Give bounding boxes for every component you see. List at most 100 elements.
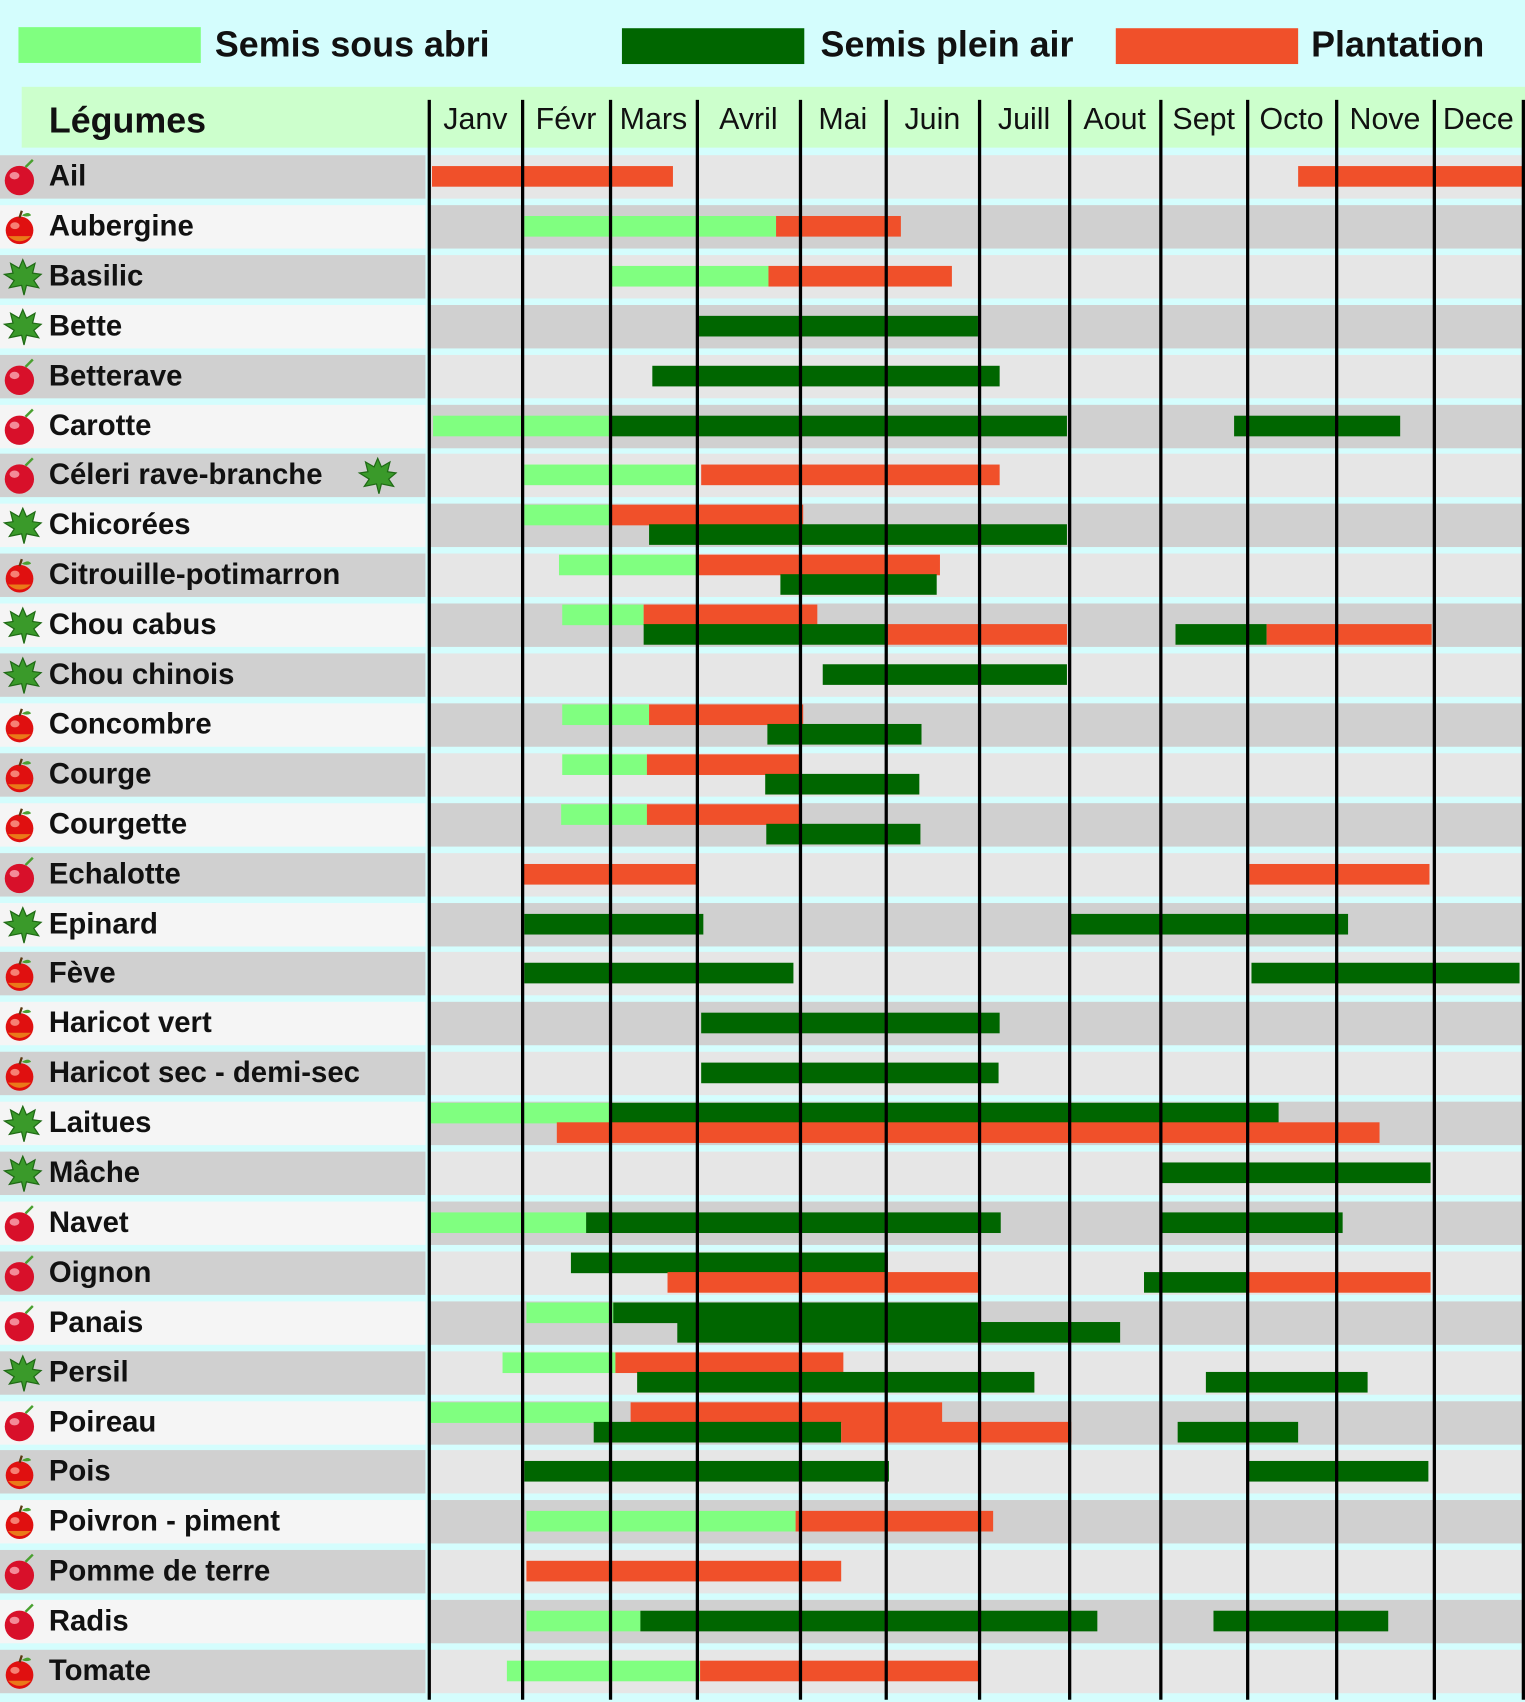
bar-abri <box>610 265 768 287</box>
fruit-icon <box>1 705 36 743</box>
row-label-cell <box>0 603 426 648</box>
bar-plantation <box>610 505 804 526</box>
row-label-cell <box>0 1400 426 1445</box>
row-label: Poivron - piment <box>48 1504 281 1538</box>
row-label-cell <box>0 753 426 797</box>
bulb-icon <box>1 1552 36 1591</box>
bar-plantation <box>841 1421 1071 1442</box>
leaf-icon <box>1 656 43 694</box>
row-label: Courgette <box>48 807 188 840</box>
row-label: Mâche <box>48 1155 141 1189</box>
fruit-icon <box>1 1004 36 1042</box>
bar-plantation <box>556 1122 1380 1144</box>
bulb-icon <box>1 855 36 893</box>
bar-plein <box>700 1062 999 1084</box>
bar-plantation <box>643 604 818 626</box>
month-gridline <box>1521 99 1525 1700</box>
month-gridline <box>798 99 803 1700</box>
row-label-cell <box>0 1649 426 1694</box>
bar-plantation <box>615 1351 844 1373</box>
bar-plein <box>1161 1162 1431 1184</box>
row-label: Oignon <box>48 1255 152 1289</box>
row-label-cell <box>0 1002 426 1046</box>
row-label: Haricot sec - demi-sec <box>48 1056 360 1089</box>
bulb-icon <box>1 1253 36 1292</box>
bar-plein <box>1205 1371 1368 1393</box>
bar-plein <box>649 524 1068 546</box>
bar-plein <box>1234 415 1401 436</box>
bar-plein <box>676 1321 1121 1343</box>
bar-plantation <box>526 1561 842 1582</box>
bar-plein <box>764 773 920 795</box>
bar-plein <box>780 574 938 596</box>
row-label-cell <box>0 304 426 349</box>
bar-plantation <box>699 1660 980 1682</box>
bar-plein <box>609 415 1068 436</box>
fruit-icon <box>1 556 36 593</box>
legend-swatch-abri <box>18 27 201 63</box>
bar-plein <box>570 1252 888 1273</box>
row-label-cell <box>0 503 426 548</box>
bar-plein <box>1070 913 1348 934</box>
row-label: Epinard <box>48 906 158 940</box>
month-label: Juin <box>904 102 961 136</box>
month-gridline <box>1335 99 1339 1700</box>
month-gridline <box>884 99 888 1700</box>
bar-plantation <box>431 166 673 187</box>
row-label-cell <box>0 553 426 598</box>
bulb-icon <box>1 1303 36 1342</box>
bar-plein <box>1177 1421 1298 1442</box>
legend-swatch-plein <box>621 28 805 65</box>
bar-plein <box>1143 1271 1248 1293</box>
bar-plein <box>593 1421 842 1442</box>
month-gridline <box>427 99 431 1700</box>
row-label: Tomate <box>48 1654 151 1687</box>
month-gridline <box>1432 99 1436 1700</box>
bar-abri <box>526 1610 641 1632</box>
bar-plein <box>1251 963 1520 984</box>
bar-plein <box>640 1610 1098 1632</box>
bar-plantation <box>1247 1271 1431 1293</box>
month-gridline <box>695 99 699 1700</box>
fruit-icon <box>1 805 36 842</box>
row-label-cell <box>0 703 426 747</box>
bar-abri <box>523 215 777 237</box>
fruit-icon <box>1 755 36 793</box>
row-label-cell <box>0 1599 426 1644</box>
row-label: Poireau <box>48 1405 157 1438</box>
bar-plantation <box>1248 863 1430 885</box>
row-label: Haricot vert <box>48 1006 212 1040</box>
month-gridline <box>520 99 525 1700</box>
row-label-cell <box>0 653 426 697</box>
month-gridline <box>608 99 613 1700</box>
month-label: Mars <box>619 102 688 136</box>
row-label: Carotte <box>48 408 152 442</box>
leaf-icon <box>1 307 43 345</box>
bar-abri <box>507 1660 700 1682</box>
row-label: Aubergine <box>48 209 194 242</box>
month-gridline <box>1246 99 1250 1700</box>
leaf-icon <box>1 1104 43 1142</box>
row-label-cell <box>0 1201 426 1245</box>
bar-abri <box>523 505 611 526</box>
row-label: Radis <box>48 1604 129 1637</box>
month-gridline <box>1159 99 1163 1700</box>
bar-abri <box>526 1511 796 1532</box>
bulb-icon <box>1 157 36 196</box>
legend-label-abri: Semis sous abri <box>214 23 490 65</box>
legend-label-plantation: Plantation <box>1311 23 1485 65</box>
bar-plein <box>823 664 1068 685</box>
bar-plein <box>765 823 921 845</box>
bulb-icon <box>1 1602 36 1641</box>
bar-plein <box>766 723 922 745</box>
bulb-icon <box>1 1204 36 1242</box>
row-label-cell <box>0 1251 426 1295</box>
row-label: Pois <box>48 1454 111 1488</box>
fruit-icon <box>1 207 36 245</box>
row-label-cell <box>0 1301 426 1345</box>
row-label: Bette <box>48 308 123 342</box>
leaf-icon <box>1 1154 43 1192</box>
month-gridline <box>977 99 982 1700</box>
bar-abri <box>562 704 650 725</box>
bar-plantation <box>646 803 801 825</box>
